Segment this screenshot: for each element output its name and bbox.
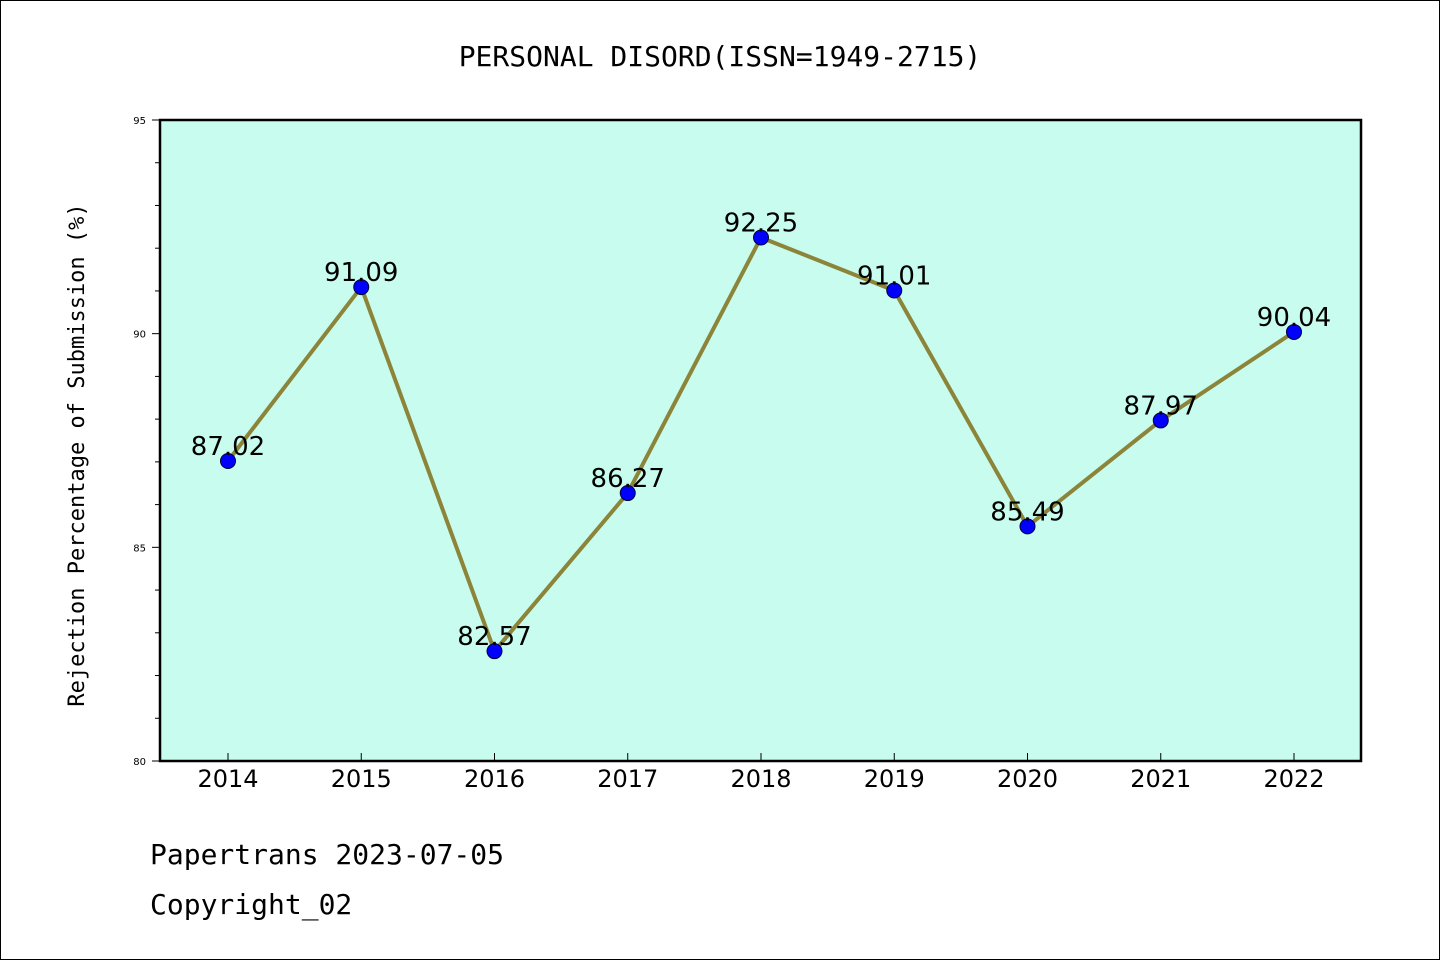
data-label: 91.09 — [324, 258, 398, 288]
data-point — [1152, 412, 1169, 429]
data-point — [220, 453, 236, 470]
data-label: 87.97 — [1124, 391, 1198, 421]
data-point — [1286, 323, 1302, 340]
data-label: 86.27 — [591, 464, 665, 494]
plot-area — [158, 118, 1363, 763]
x-tick-label: 2018 — [730, 765, 791, 793]
x-tick-label: 2022 — [1263, 765, 1324, 793]
x-axis: 2014 2015 2016 2017 2018 2019 2020 2021 2022 — [197, 753, 1325, 793]
x-tick-label: 2020 — [997, 765, 1058, 793]
x-tick-label: 2014 — [197, 765, 258, 793]
data-point — [886, 282, 903, 299]
series-group: 87.02 91.09 82.57 86.27 92.25 91.01 85.49 87.97… — [191, 209, 1331, 660]
y-tick-label: 85 — [133, 543, 146, 554]
x-tick-label: 2017 — [597, 765, 658, 793]
x-tick-label: 2019 — [864, 765, 925, 793]
x-tick-label: 2016 — [464, 765, 525, 793]
y-tick-label: 90 — [133, 330, 146, 341]
y-axis-label: Rejection Percentage of Submission (%) — [65, 203, 90, 706]
footer-copyright: Copyright_02 — [150, 888, 352, 922]
data-point — [1019, 518, 1036, 535]
chart-title: PERSONAL DISORD(ISSN=1949-2715) — [459, 40, 982, 73]
data-label: 90.04 — [1257, 303, 1331, 333]
footer-source: Papertrans 2023-07-05 — [150, 838, 504, 871]
y-tick-label: 80 — [133, 757, 146, 768]
data-point — [486, 643, 503, 660]
x-tick-label: 2021 — [1130, 765, 1191, 793]
data-label: 82.57 — [457, 622, 531, 652]
data-point — [753, 229, 769, 246]
data-label: 85.49 — [990, 497, 1064, 527]
data-label: 87.02 — [191, 432, 265, 462]
data-label: 92.25 — [724, 209, 798, 239]
data-point — [353, 279, 370, 296]
data-label: 91.01 — [857, 262, 931, 292]
y-axis: 80 85 90 95 — [133, 116, 160, 768]
y-tick-label: 95 — [133, 116, 146, 127]
data-point — [619, 485, 636, 502]
x-tick-label: 2015 — [331, 765, 392, 793]
